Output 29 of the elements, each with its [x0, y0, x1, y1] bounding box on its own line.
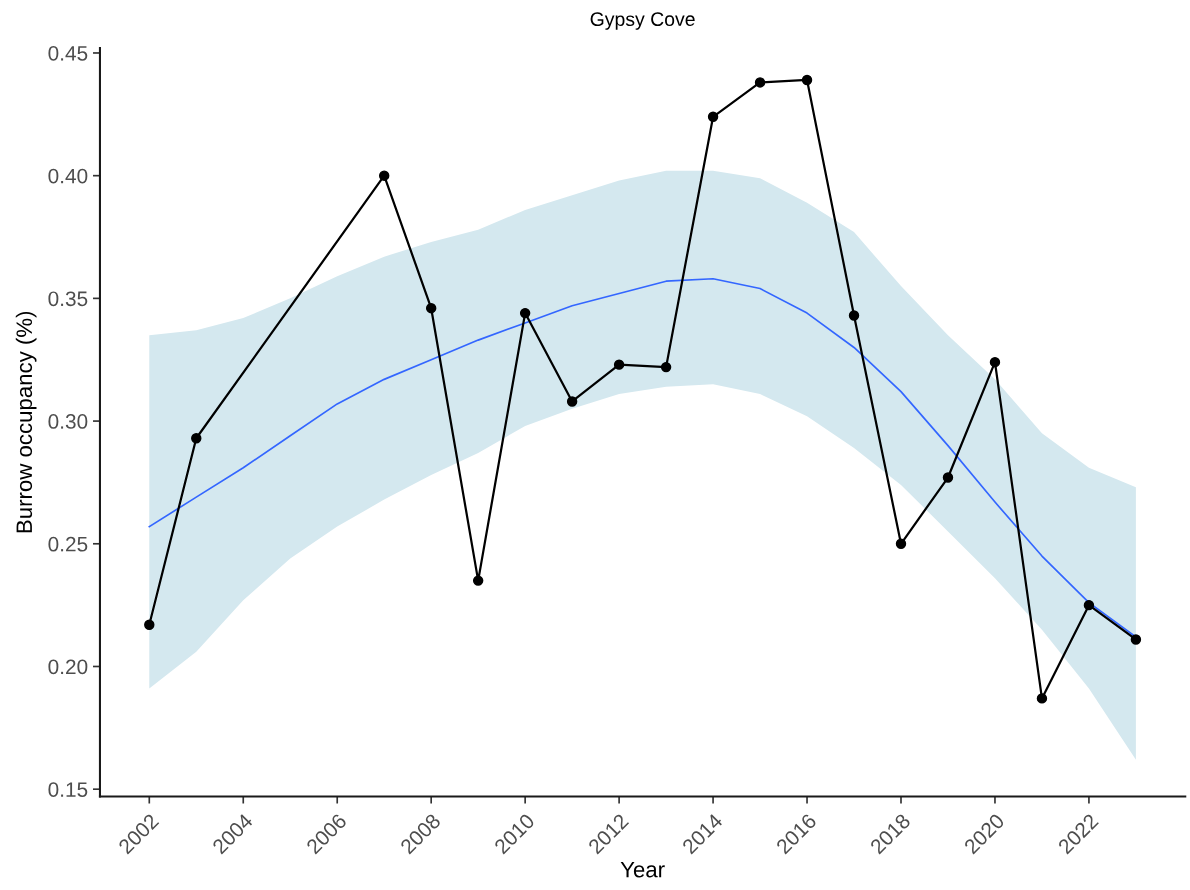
point	[1083, 599, 1095, 611]
y-tick-label: 0.40	[48, 168, 88, 184]
point	[472, 575, 484, 586]
point	[707, 111, 719, 122]
y-axis-title: Burrow occupancy (%)	[15, 311, 37, 533]
point	[801, 74, 813, 86]
point	[1036, 693, 1048, 704]
point	[660, 361, 672, 373]
point	[519, 307, 531, 319]
y-tick-label: 0.35	[48, 291, 88, 307]
point	[425, 302, 437, 314]
point	[1130, 634, 1142, 645]
point	[989, 356, 1001, 368]
point	[566, 396, 578, 407]
chart-title: Gypsy Cove	[590, 12, 695, 30]
y-tick-label: 0.20	[48, 659, 88, 675]
point	[613, 359, 625, 370]
point	[754, 77, 766, 88]
point	[144, 619, 155, 630]
point	[942, 472, 954, 483]
point	[378, 170, 390, 181]
y-tick-label: 0.30	[48, 414, 88, 429]
point	[895, 538, 907, 549]
y-tick-label: 0.45	[48, 45, 88, 61]
x-axis-title: Year	[620, 861, 665, 878]
point	[191, 433, 202, 444]
y-tick-label: 0.25	[48, 536, 88, 552]
point	[848, 310, 860, 321]
y-tick-label: 0.15	[48, 782, 88, 797]
